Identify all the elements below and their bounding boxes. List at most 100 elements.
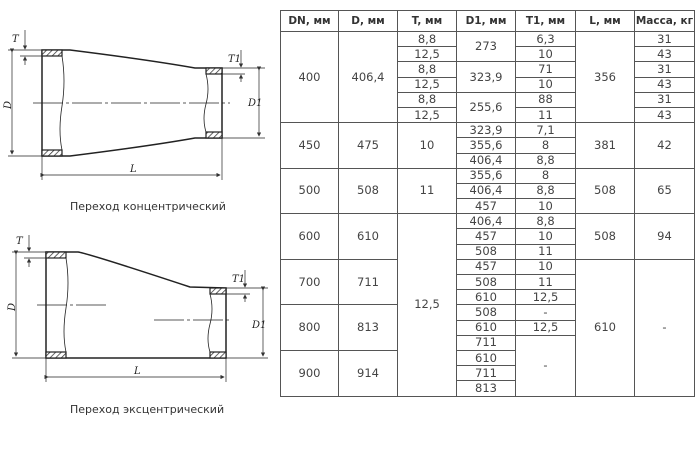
cell-d: 475 [338, 122, 398, 169]
dim-label-d: D [7, 303, 18, 312]
cell-t1: 10 [515, 228, 576, 245]
cell-mass: 43 [634, 46, 695, 63]
header-d1: D1, мм [456, 10, 516, 32]
cell-t1: 11 [515, 106, 576, 124]
cell-mass: - [634, 258, 695, 397]
cell-d1: 323,9 [456, 122, 516, 139]
cell-l: 381 [575, 122, 635, 169]
cell-t1: 8 [515, 137, 576, 154]
cell-d: 914 [338, 349, 398, 397]
cell-d1: 406,4 [456, 182, 516, 200]
cell-t1: 8 [515, 167, 576, 184]
cell-t: 12,5 [397, 213, 457, 397]
cell-t1: - [515, 334, 576, 397]
cell-dn: 400 [280, 30, 339, 124]
dim-label-l: L [129, 164, 137, 175]
eccentric-caption: Переход эксцентрический [70, 403, 225, 416]
cell-d1: 457 [456, 228, 516, 245]
cell-dn: 700 [280, 258, 339, 306]
cell-d1: 255,6 [456, 91, 516, 124]
cell-t1: 8,8 [515, 213, 576, 230]
cell-t1: 11 [515, 273, 576, 291]
cell-d1: 711 [456, 365, 516, 382]
cell-l: 356 [575, 30, 635, 124]
cell-d1: 508 [456, 304, 516, 321]
cell-t: 12,5 [397, 106, 457, 124]
concentric-reducer-drawing [8, 30, 265, 180]
cell-d: 406,4 [338, 30, 398, 124]
cell-l: 508 [575, 213, 635, 260]
dim-label-t1: T1 [232, 274, 245, 285]
cell-t1: 10 [515, 258, 576, 276]
dim-label-t: T [16, 236, 24, 247]
table-row: 900 914 610 [280, 349, 695, 397]
cell-t1: 12,5 [515, 319, 576, 336]
cell-t1: 8,8 [515, 182, 576, 200]
cell-d1: 406,4 [456, 152, 516, 169]
cell-d1: 355,6 [456, 137, 516, 154]
cell-d: 711 [338, 258, 398, 306]
concentric-caption: Переход концентрический [70, 200, 226, 213]
cell-mass: 43 [634, 76, 695, 93]
header-t1: T1, мм [515, 10, 576, 32]
cell-mass: 42 [634, 122, 695, 169]
cell-mass: 31 [634, 61, 695, 78]
table-row: 711- [281, 334, 695, 397]
cell-dn: 900 [280, 349, 339, 397]
cell-dn: 500 [280, 167, 339, 215]
cell-t1: 12,5 [515, 289, 576, 306]
table-row: 700 711 457 10 610- [280, 258, 695, 397]
header-d: D, мм [338, 10, 398, 32]
dim-label-l: L [133, 366, 141, 377]
cell-mass: 43 [634, 106, 695, 124]
cell-t1: 10 [515, 46, 576, 63]
cell-t: 12,5 [397, 76, 457, 93]
cell-mass: 31 [634, 30, 695, 48]
cell-dn: 450 [280, 122, 339, 169]
cell-d: 508 [338, 167, 398, 215]
eccentric-reducer-drawing [12, 235, 268, 382]
reducer-drawings: T D T1 D1 L T D T1 D1 L [3, 30, 268, 382]
table-header-row: DN, мм D, мм T, мм D1, мм T1, мм L, мм Масса, … [280, 10, 695, 32]
cell-d: 813 [338, 304, 398, 351]
cell-t1: 10 [515, 198, 576, 215]
cell-t: 12,5 [397, 46, 457, 63]
table-row: 600 610 12,5 406,4 8,8 508 94 [280, 213, 695, 397]
header-l: L, мм [575, 10, 635, 32]
cell-l: 610 [575, 258, 635, 397]
cell-d1: 457 [456, 258, 516, 276]
cell-t1: 6,3 [515, 30, 576, 48]
cell-d1: 610 [456, 289, 516, 306]
cell-l: 508 [575, 167, 635, 215]
table-row: 12,5 11 43 [281, 106, 695, 124]
cell-d1: 323,9 [456, 61, 516, 93]
cell-dn: 800 [280, 304, 339, 351]
table-row: 500 508 11 355,6 8 508 65 [280, 167, 695, 215]
cell-t: 10 [397, 122, 457, 169]
cell-mass: 65 [634, 167, 695, 215]
header-dn: DN, мм [280, 10, 339, 32]
cell-t1: - [515, 304, 576, 321]
table-row: 508 11 [281, 273, 695, 291]
cell-t1: 71 [515, 61, 576, 78]
cell-t: 8,8 [397, 91, 457, 108]
cell-d1: 508 [456, 243, 516, 260]
table-row: 8,8 323,9 71 31 [281, 61, 695, 93]
table-row: 355,6 8 [281, 137, 695, 154]
table-row: 813 [281, 380, 695, 397]
cell-t: 8,8 [397, 30, 457, 48]
cell-d: 610 [338, 213, 398, 260]
cell-dn: 600 [280, 213, 339, 260]
table-row: 450 475 10 323,9 7,1 381 42 [280, 122, 695, 169]
reducer-spec-table: DN, мм D, мм T, мм D1, мм T1, мм L, мм Масса, … [280, 10, 695, 397]
dim-label-t1: T1 [228, 54, 241, 65]
cell-t1: 88 [515, 91, 576, 108]
header-t: T, мм [397, 10, 457, 32]
cell-t1: 10 [515, 76, 576, 93]
cell-d1: 610 [456, 349, 516, 367]
cell-d1: 610 [456, 319, 516, 336]
dim-label-t: T [12, 34, 20, 45]
table-row: 8,8 255,6 88 31 [281, 91, 695, 124]
cell-d1: 406,4 [456, 213, 516, 230]
cell-d1: 355,6 [456, 167, 516, 184]
